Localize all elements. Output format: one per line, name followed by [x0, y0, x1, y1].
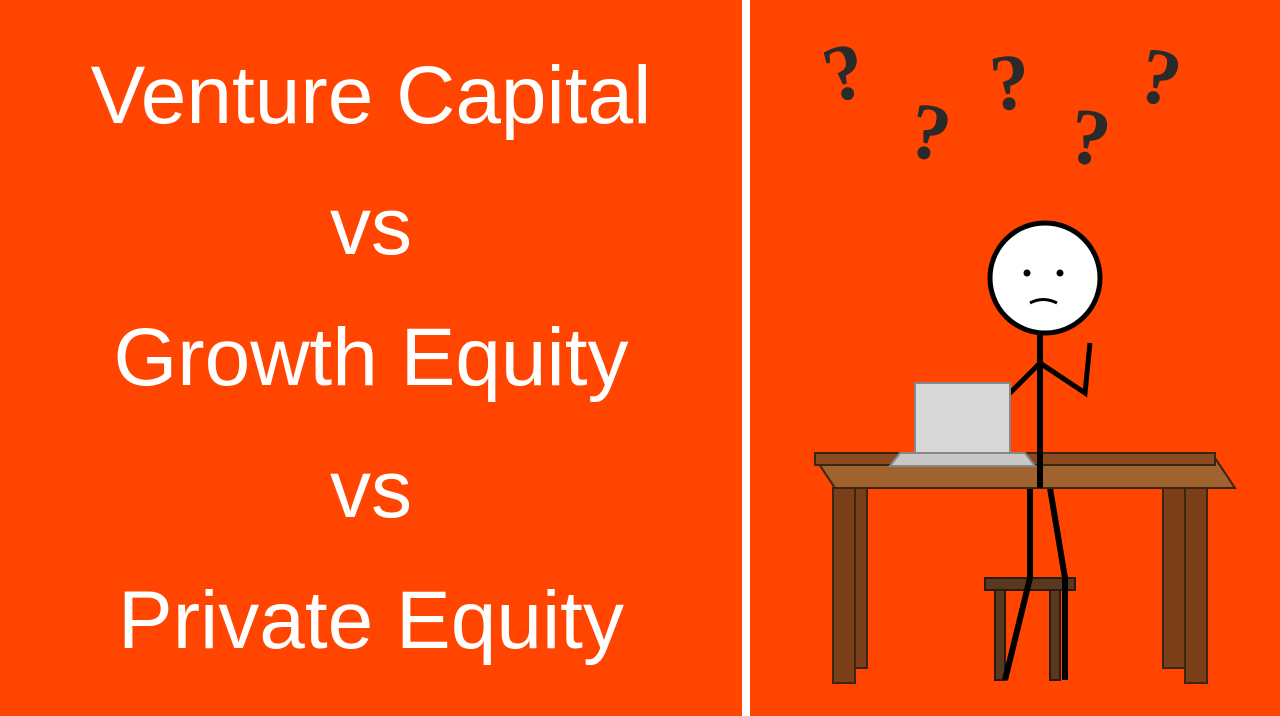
question-mark-icon: ? — [986, 36, 1034, 130]
vertical-divider — [742, 0, 750, 716]
title-line-3: Growth Equity — [114, 292, 629, 423]
title-panel: Venture Capital vs Growth Equity vs Priv… — [0, 0, 742, 716]
confused-person-illustration: ? ? ? ? ? — [785, 38, 1245, 678]
stick-figure-at-desk — [785, 208, 1245, 688]
question-mark-icon: ? — [814, 24, 876, 122]
title-line-1: Venture Capital — [91, 30, 652, 161]
title-line-2: vs — [330, 161, 412, 292]
title-line-4: vs — [330, 424, 412, 555]
illustration-panel: ? ? ? ? ? — [750, 0, 1280, 716]
question-mark-icon: ? — [1131, 30, 1189, 127]
question-mark-icon: ? — [1064, 91, 1116, 187]
question-mark-icon: ? — [902, 85, 957, 182]
question-marks-group: ? ? ? ? ? — [825, 38, 1205, 228]
title-line-5: Private Equity — [118, 555, 624, 686]
